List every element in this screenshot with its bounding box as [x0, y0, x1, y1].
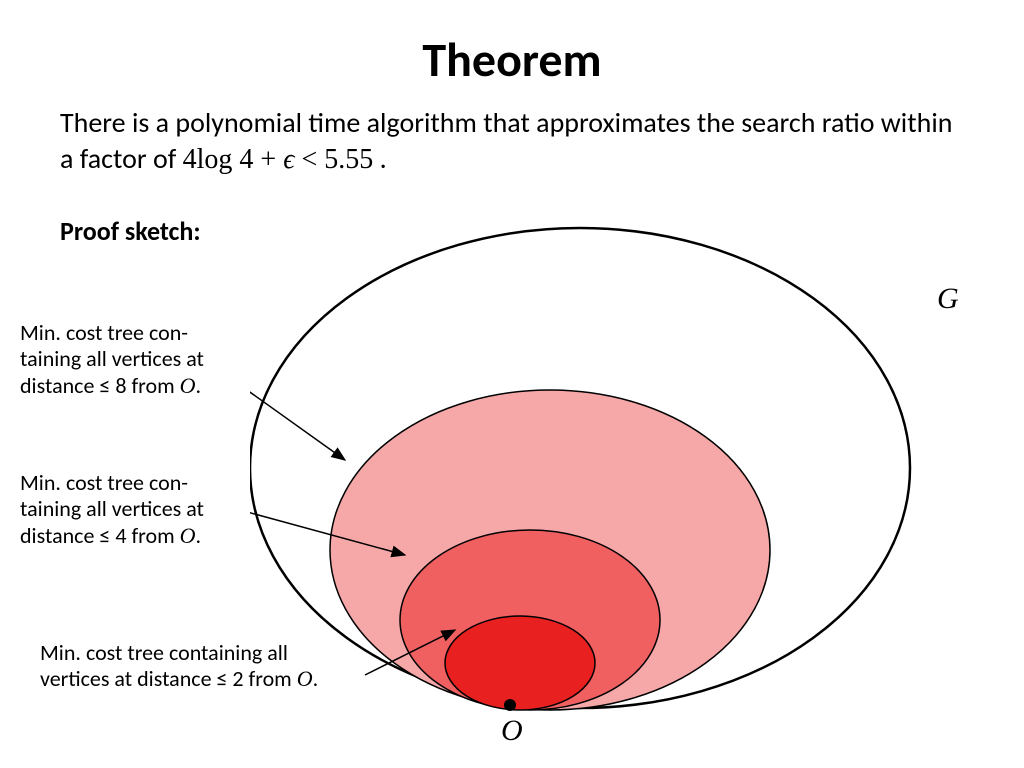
annotation-line: Min. cost tree con- — [20, 319, 188, 346]
annotation-dist4: Min. cost tree con- taining all vertices… — [20, 470, 250, 549]
origin-point — [504, 699, 516, 711]
proof-sketch-label: Proof sketch: — [60, 215, 201, 247]
annotation-line: . — [196, 522, 202, 549]
statement-math: 4log 4 + ϵ < 5.55 — [183, 144, 374, 175]
statement-post: . — [373, 141, 386, 176]
label-G: G — [937, 282, 959, 316]
annotation-line: . — [196, 372, 202, 399]
page-title: Theorem — [0, 30, 1024, 89]
annotation-line: distance ≤ 4 from — [20, 522, 180, 549]
theorem-statement: There is a polynomial time algorithm tha… — [60, 105, 964, 179]
var-O: O — [180, 523, 196, 548]
label-O: O — [501, 714, 523, 748]
var-O: O — [180, 373, 196, 398]
annotation-line: taining all vertices at — [20, 495, 204, 522]
annotation-line: taining all vertices at — [20, 345, 204, 372]
nested-ellipse-diagram — [250, 210, 970, 750]
annotation-line: Min. cost tree con- — [20, 469, 188, 496]
annotation-dist8: Min. cost tree con- taining all vertices… — [20, 320, 250, 399]
annotation-line: distance ≤ 8 from — [20, 372, 180, 399]
ellipse — [445, 616, 595, 710]
